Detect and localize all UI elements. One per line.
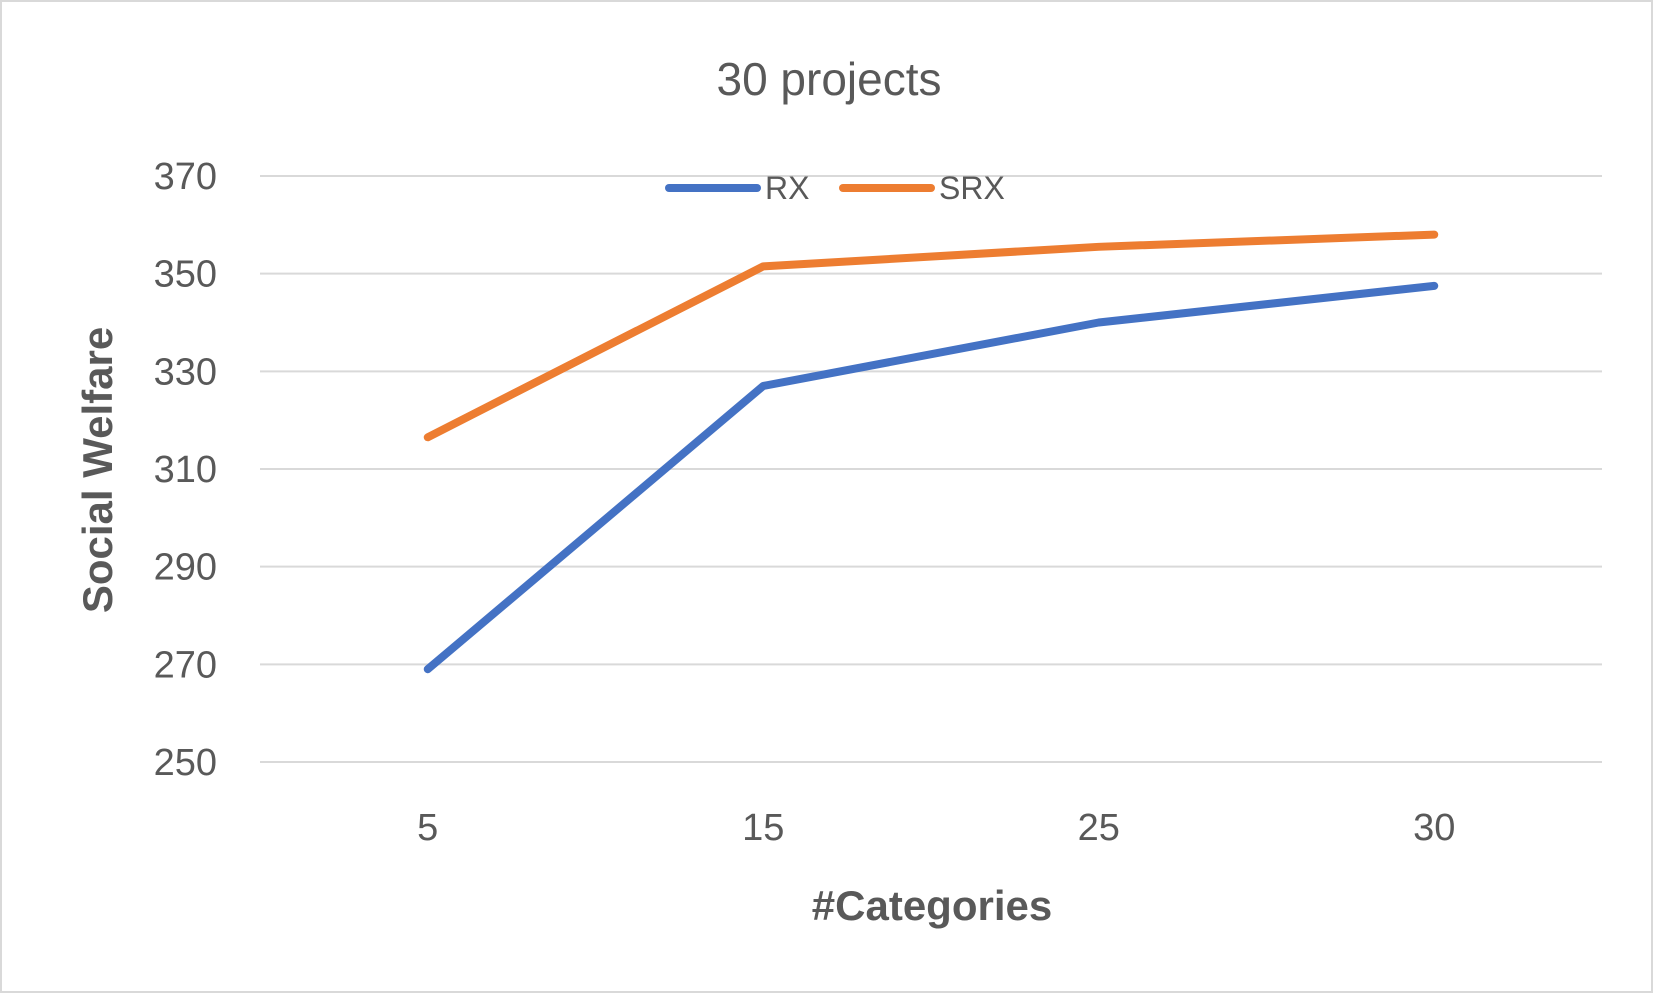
- x-tick-label: 15: [742, 807, 784, 849]
- y-tick-label: 310: [154, 449, 217, 491]
- series-line-rx: [423, 281, 1439, 674]
- series-lines: [423, 230, 1439, 674]
- y-tick-label: 250: [154, 742, 217, 784]
- y-tick-label: 330: [154, 351, 217, 393]
- x-tick-label: 30: [1413, 807, 1455, 849]
- legend-label-rx: RX: [765, 170, 809, 206]
- y-axis-tick-labels: 250 270 290 310 330 350 370: [154, 156, 217, 784]
- legend: RX SRX: [665, 170, 1005, 206]
- legend-label-srx: SRX: [939, 170, 1005, 206]
- y-axis-title: Social Welfare: [74, 327, 121, 613]
- x-axis-tick-labels: 5 15 25 30: [417, 807, 1455, 849]
- y-tick-label: 350: [154, 254, 217, 296]
- y-tick-label: 270: [154, 644, 217, 686]
- chart-title: 30 projects: [716, 53, 941, 105]
- x-tick-label: 5: [417, 807, 438, 849]
- y-tick-label: 370: [154, 156, 217, 198]
- x-axis-title: #Categories: [812, 882, 1052, 929]
- gridlines: [260, 175, 1602, 763]
- series-line-srx: [423, 230, 1439, 442]
- x-tick-label: 25: [1078, 807, 1120, 849]
- y-tick-label: 290: [154, 547, 217, 589]
